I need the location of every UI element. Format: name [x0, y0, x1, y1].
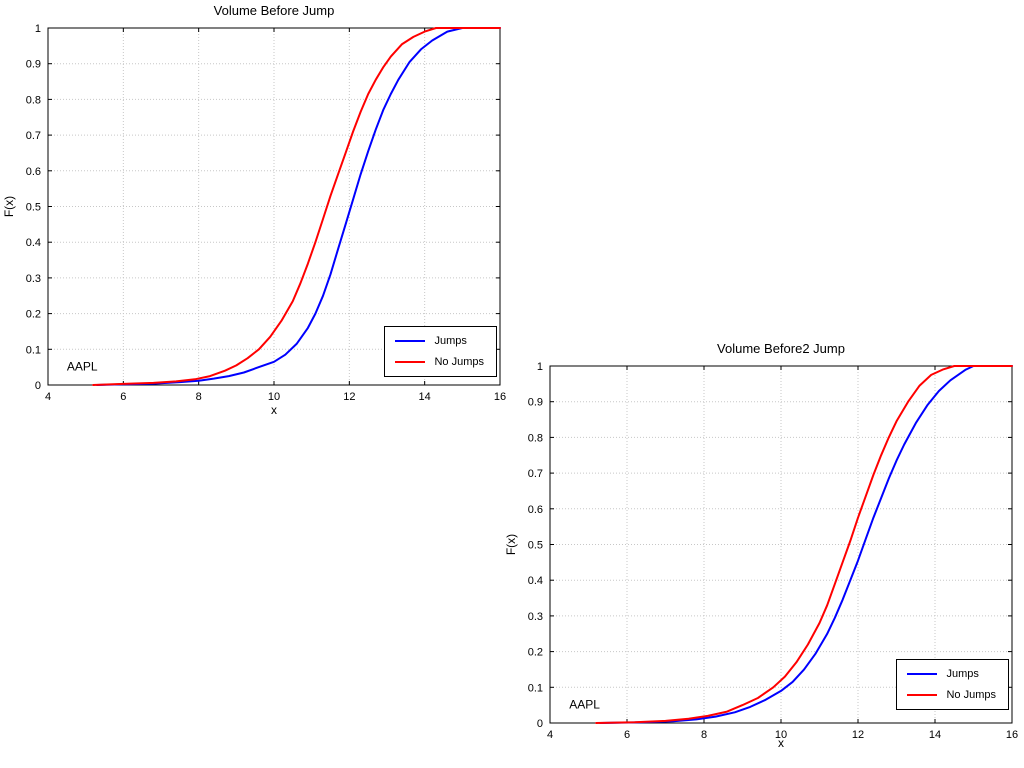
x-tick-label: 14 — [929, 729, 941, 741]
x-tick-label: 10 — [775, 729, 787, 741]
legend-line-no-jumps — [395, 361, 426, 363]
y-tick-label: 0.4 — [528, 575, 543, 587]
y-tick-label: 1 — [537, 361, 543, 373]
legend-item: Jumps — [907, 668, 996, 680]
x-tick-label: 16 — [494, 391, 506, 403]
y-tick-label: 0.8 — [528, 432, 543, 444]
y-tick-label: 1 — [35, 23, 41, 35]
legend: Jumps No Jumps — [384, 326, 497, 377]
x-tick-label: 4 — [547, 729, 553, 741]
legend-item: No Jumps — [907, 689, 996, 701]
annotation-aapl: AAPL — [67, 360, 98, 374]
plot-area: 4 6 8 10 12 14 16 0 0.1 0.2 0.3 0.4 0.5 0.6 0.7 0.8 0.9 1… — [504, 361, 1018, 750]
legend-label: No Jumps — [434, 356, 484, 368]
y-tick-label: 0 — [537, 718, 543, 730]
y-tick-label: 0.5 — [26, 202, 41, 214]
legend-label: No Jumps — [946, 689, 996, 701]
y-tick-label: 0.9 — [26, 59, 41, 71]
annotation-aapl: AAPL — [569, 698, 600, 712]
legend-item: Jumps — [395, 335, 484, 347]
x-tick-label: 10 — [268, 391, 280, 403]
y-tick-label: 0.1 — [26, 344, 41, 356]
x-axis-label: x — [778, 736, 784, 750]
y-tick-label: 0.1 — [528, 682, 543, 694]
x-axis-label: x — [271, 403, 277, 417]
y-tick-label: 0.3 — [26, 273, 41, 285]
legend-label: Jumps — [946, 668, 979, 680]
y-tick-label: 0 — [35, 380, 41, 392]
legend-line-jumps — [907, 673, 938, 675]
y-tick-label: 0.5 — [528, 540, 543, 552]
x-tick-label: 12 — [852, 729, 864, 741]
legend-line-jumps — [395, 340, 426, 342]
series-no-jumps — [595, 365, 1013, 724]
y-tick-label: 0.7 — [26, 130, 41, 142]
legend: Jumps No Jumps — [896, 659, 1009, 710]
y-tick-label: 0.4 — [26, 237, 41, 249]
y-tick-label: 0.6 — [26, 166, 41, 178]
x-tick-label: 12 — [343, 391, 355, 403]
y-axis-label: F(x) — [2, 196, 16, 217]
x-tick-label: 6 — [120, 391, 126, 403]
x-tick-label: 4 — [45, 391, 51, 403]
series-no-jumps — [92, 27, 501, 386]
series-jumps — [96, 27, 501, 386]
legend-item: No Jumps — [395, 356, 484, 368]
y-tick-label: 0.3 — [528, 611, 543, 623]
y-tick-label: 0.2 — [26, 309, 41, 321]
y-tick-label: 0.9 — [528, 397, 543, 409]
series-jumps — [599, 365, 1013, 724]
y-tick-label: 0.6 — [528, 504, 543, 516]
x-tick-label: 8 — [701, 729, 707, 741]
figure-volume-before-jump: Volume Before Jump 4 6 8 10 12 14 16 0 0.1 0.2 0.3… — [0, 0, 512, 417]
legend-line-no-jumps — [907, 694, 938, 696]
legend-label: Jumps — [434, 335, 467, 347]
figure-volume-before2-jump: Volume Before2 Jump 4 6 8 10 12 14 16 0 0.1 0.2 0.… — [502, 338, 1024, 750]
x-tick-label: 16 — [1006, 729, 1018, 741]
y-tick-label: 0.7 — [528, 468, 543, 480]
x-tick-label: 8 — [196, 391, 202, 403]
y-tick-label: 0.8 — [26, 94, 41, 106]
y-axis-label: F(x) — [504, 534, 518, 555]
plot-area: 4 6 8 10 12 14 16 0 0.1 0.2 0.3 0.4 0.5 0.6 0.7 0.8 0.9 1… — [2, 23, 506, 417]
x-tick-label: 6 — [624, 729, 630, 741]
x-tick-label: 14 — [419, 391, 431, 403]
chart-title: Volume Before2 Jump — [717, 341, 845, 356]
y-tick-label: 0.2 — [528, 647, 543, 659]
chart-title: Volume Before Jump — [213, 3, 335, 18]
